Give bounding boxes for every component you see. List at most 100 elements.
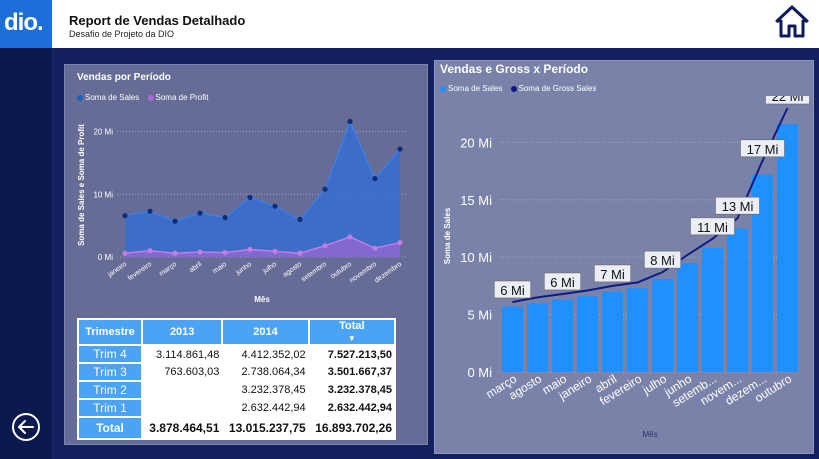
right-chart-legend: Soma de Sales Soma de Gross Sales [440,84,596,93]
data-point-profit [172,250,178,256]
quarter-year-matrix: Trimestre 2013 2014 Total ▼ Trim 4 3.114.8… [77,318,397,440]
y-tick-label: 10 Mi [93,190,113,199]
y-tick-label: 10 Mi [460,250,492,265]
matrix-row-label[interactable]: Trim 2 [77,380,143,400]
matrix-cell-total: 3.501.667,37 [327,366,392,378]
report-subtitle: Desafio de Projeto da DIO [69,29,175,39]
matrix-header-trimestre[interactable]: Trimestre [77,318,143,346]
bar-sales [602,291,623,372]
matrix-header-total[interactable]: Total ▼ [307,318,397,346]
x-axis-label: Mês [642,430,657,439]
matrix-cell-2014: 4.412.352,02 [241,348,306,361]
bar-sales [577,296,598,372]
matrix-header-2013[interactable]: 2013 [140,318,224,346]
y-axis-label: Soma de Sales e Soma de Profit [77,124,86,246]
data-label: 22 Mi [772,96,804,104]
matrix-cell-2013: 763.603,03 [164,366,220,378]
matrix-cell-2013: 3.114.861,48 [155,348,220,361]
matrix-cell-2014: 13.015.237,75 [228,421,306,435]
data-label-box [644,250,682,269]
matrix-row: Trim 3 763.603,03 2.738.064,34 3.501.667,37 [77,362,395,382]
left-chart-legend: Soma de Sales Soma de Profit [77,93,208,102]
logo-text: dio. [4,9,44,36]
data-label: 7 Mi [600,267,625,282]
legend-sales-marker [77,94,83,101]
y-tick-label: 15 Mi [460,193,492,208]
area-profit [125,236,400,257]
data-point-sales [222,214,228,221]
bar-sales [752,174,773,372]
data-label: 6 Mi [550,275,575,290]
data-point-sales [147,208,153,214]
sort-desc-icon[interactable]: ▼ [347,334,356,343]
x-tick-label: dezembro [374,261,404,285]
matrix-header-row: Trimestre 2013 2014 Total ▼ [77,318,397,346]
x-tick-label: agosto [282,261,303,279]
bar-sales [702,248,723,372]
legend-profit-marker [147,94,154,101]
data-label-box [594,264,632,283]
header-bar: dio. Report de Vendas Detalhado Desafio … [0,0,819,48]
matrix-cell-2014: 2.632.442,94 [241,402,306,414]
data-label: 11 Mi [697,220,728,235]
data-point-profit [347,234,353,240]
data-point-sales [372,175,378,182]
data-label: 13 Mi [722,199,754,214]
y-axis-label: Soma de Sales [443,207,452,264]
data-point-profit [297,250,303,256]
data-point-profit [122,250,128,256]
data-point-profit [322,243,328,249]
data-label: 6 Mi [500,283,525,298]
data-point-sales [347,118,353,125]
data-label-box [544,272,582,291]
y-tick-label: 0 Mi [98,253,113,262]
data-point-profit [272,248,278,254]
back-icon[interactable] [11,412,41,442]
line-profit [124,236,401,254]
data-point-sales [172,218,178,224]
matrix-row-label[interactable]: Trim 1 [77,398,143,418]
x-tick-label: fevereiro [127,261,153,282]
matrix-row-label[interactable]: Trim 4 [77,344,143,364]
matrix-cell-total: 2.632.442,94 [327,402,392,414]
matrix-header-2014[interactable]: 2014 [221,318,310,346]
legend-sales-marker [440,85,446,92]
legend-sales-label: Soma de Sales [85,93,140,102]
data-point-profit [247,246,253,253]
legend-sales-label: Soma de Sales [448,84,503,93]
data-point-sales [322,186,328,192]
data-label-box [715,196,760,215]
bar-sales [527,303,548,372]
bar-sales [552,299,573,372]
x-tick-label: abril [188,261,203,275]
dio-logo: dio. [0,0,52,48]
y-tick-label: 20 Mi [460,135,492,150]
matrix-cell-2014: 2.738.064,34 [241,366,306,378]
matrix-row: Trim 4 3.114.861,48 4.412.352,02 7.527.213,… [77,344,395,364]
data-label: 17 Mi [747,142,779,157]
home-icon[interactable] [773,2,811,40]
bar-sales [727,228,748,372]
x-tick-label: novembro [349,261,379,285]
matrix-row: Trim 1 2.632.442,94 2.632.442,94 [77,398,395,418]
data-label-box [493,280,532,299]
bar-sales [502,306,523,372]
data-label-box [690,217,735,236]
matrix-row-label[interactable]: Trim 3 [77,362,143,382]
right-chart-title: Vendas e Gross x Período [440,62,589,76]
y-tick-label: 0 Mi [467,365,492,380]
bar-sales [627,288,648,372]
data-point-sales [197,210,203,216]
matrix-row-label[interactable]: Total [77,416,143,440]
y-tick-label: 20 Mi [93,128,113,137]
legend-profit-label: Soma de Profit [155,93,209,102]
bar-sales [652,279,673,372]
matrix-cell-total: 7.527.213,50 [327,348,392,361]
matrix-total-row: Total 3.878.464,51 13.015.237,75 16.893.702… [77,416,395,440]
x-tick-label: julho [261,261,278,276]
line-sales [124,119,401,223]
matrix-cell-total: 16.893.702,26 [315,421,392,435]
x-tick-label: março [158,261,178,278]
data-point-sales [122,213,128,219]
matrix-row: Trim 2 3.232.378,45 3.232.378,45 [77,380,395,400]
